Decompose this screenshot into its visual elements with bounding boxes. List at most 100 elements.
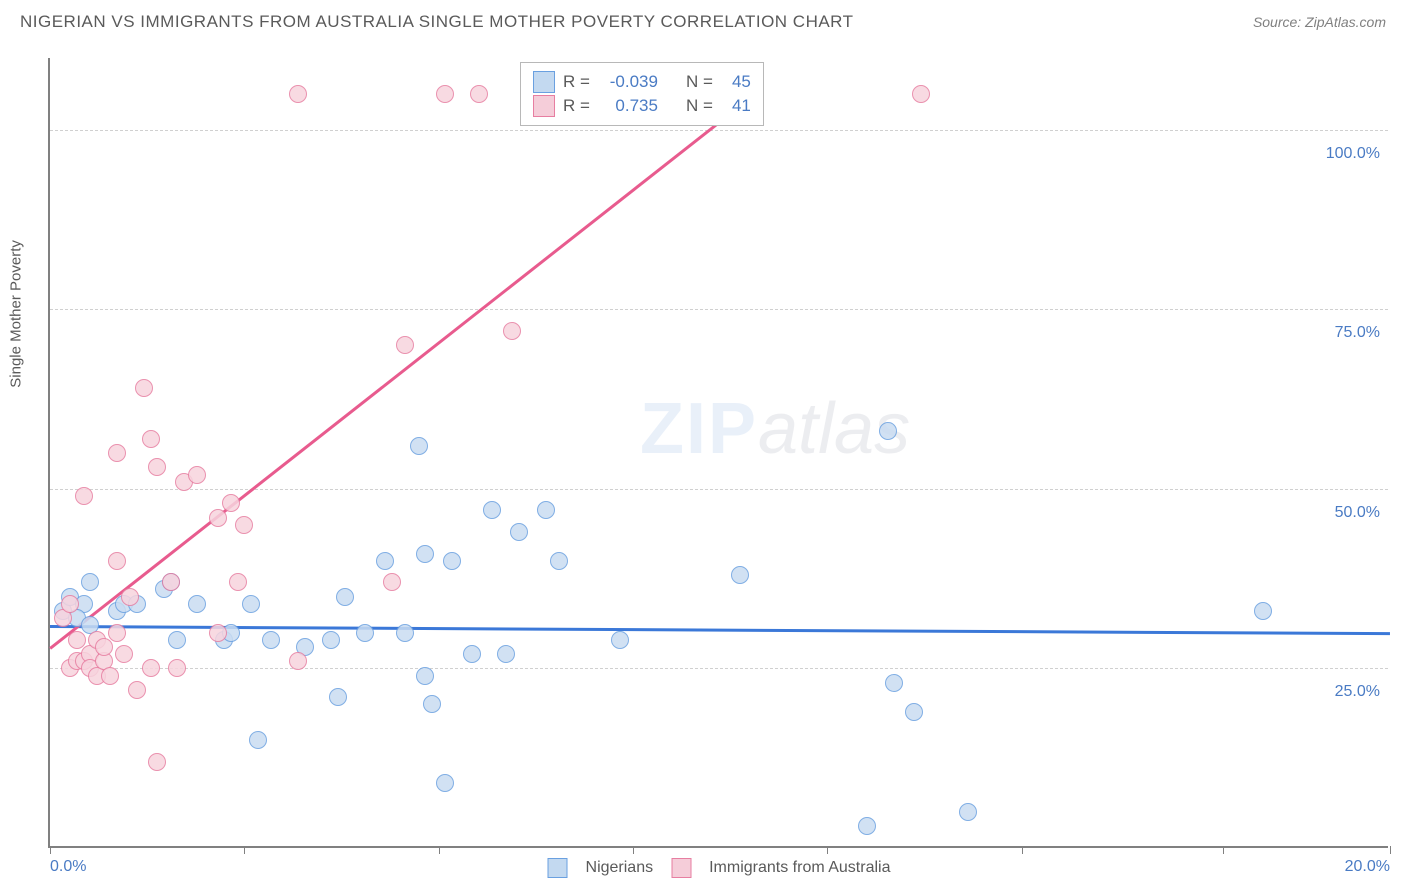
data-point: [483, 501, 501, 519]
legend-row: R = 0.735 N = 41: [533, 95, 751, 117]
chart-container: Single Mother Poverty ZIPatlas 25.0%50.0…: [48, 58, 1388, 848]
legend-n-value: 45: [721, 72, 751, 92]
x-tick: [50, 846, 51, 854]
data-point: [142, 659, 160, 677]
y-tick-label: 100.0%: [1326, 145, 1380, 163]
x-tick: [827, 846, 828, 854]
data-point: [858, 817, 876, 835]
data-point: [383, 573, 401, 591]
data-point: [410, 437, 428, 455]
data-point: [611, 631, 629, 649]
x-tick-label: 20.0%: [1345, 858, 1390, 876]
data-point: [731, 566, 749, 584]
legend-swatch: [548, 858, 568, 878]
x-tick: [633, 846, 634, 854]
data-point: [537, 501, 555, 519]
data-point: [108, 624, 126, 642]
data-point: [209, 509, 227, 527]
data-point: [61, 595, 79, 613]
correlation-legend: R = -0.039 N = 45 R = 0.735 N = 41: [520, 62, 764, 126]
data-point: [329, 688, 347, 706]
data-point: [142, 430, 160, 448]
data-point: [262, 631, 280, 649]
data-point: [959, 803, 977, 821]
x-tick: [244, 846, 245, 854]
legend-n-value: 41: [721, 96, 751, 116]
trend-line: [49, 94, 754, 649]
data-point: [249, 731, 267, 749]
data-point: [879, 422, 897, 440]
data-point: [416, 545, 434, 563]
data-point: [396, 624, 414, 642]
data-point: [188, 466, 206, 484]
gridline: [50, 130, 1388, 131]
data-point: [81, 573, 99, 591]
legend-swatch: [671, 858, 691, 878]
x-tick: [1223, 846, 1224, 854]
data-point: [168, 631, 186, 649]
data-point: [289, 85, 307, 103]
gridline: [50, 309, 1388, 310]
data-point: [497, 645, 515, 663]
legend-swatch: [533, 95, 555, 117]
data-point: [376, 552, 394, 570]
data-point: [470, 85, 488, 103]
data-point: [108, 444, 126, 462]
chart-source: Source: ZipAtlas.com: [1253, 14, 1386, 30]
data-point: [95, 638, 113, 656]
data-point: [148, 458, 166, 476]
data-point: [510, 523, 528, 541]
data-point: [396, 336, 414, 354]
plot-area: ZIPatlas 25.0%50.0%75.0%100.0%0.0%20.0%R…: [48, 58, 1388, 848]
data-point: [108, 552, 126, 570]
data-point: [550, 552, 568, 570]
legend-n-label: N =: [686, 96, 713, 116]
legend-r-value: -0.039: [598, 72, 658, 92]
legend-row: R = -0.039 N = 45: [533, 71, 751, 93]
data-point: [188, 595, 206, 613]
data-point: [75, 487, 93, 505]
data-point: [121, 588, 139, 606]
legend-swatch: [533, 71, 555, 93]
data-point: [289, 652, 307, 670]
data-point: [436, 85, 454, 103]
data-point: [912, 85, 930, 103]
data-point: [416, 667, 434, 685]
watermark: ZIPatlas: [640, 388, 910, 470]
x-tick: [1022, 846, 1023, 854]
data-point: [162, 573, 180, 591]
data-point: [68, 631, 86, 649]
data-point: [242, 595, 260, 613]
data-point: [356, 624, 374, 642]
y-tick-label: 50.0%: [1335, 504, 1380, 522]
legend-n-label: N =: [686, 72, 713, 92]
data-point: [148, 753, 166, 771]
x-tick: [439, 846, 440, 854]
data-point: [336, 588, 354, 606]
chart-title: NIGERIAN VS IMMIGRANTS FROM AUSTRALIA SI…: [20, 12, 854, 32]
data-point: [128, 681, 146, 699]
data-point: [885, 674, 903, 692]
data-point: [423, 695, 441, 713]
data-point: [463, 645, 481, 663]
data-point: [115, 645, 133, 663]
legend-r-value: 0.735: [598, 96, 658, 116]
data-point: [229, 573, 247, 591]
legend-r-label: R =: [563, 96, 590, 116]
data-point: [101, 667, 119, 685]
legend-label: Nigerians: [586, 859, 654, 877]
data-point: [436, 774, 454, 792]
data-point: [905, 703, 923, 721]
data-point: [222, 494, 240, 512]
data-point: [209, 624, 227, 642]
x-tick: [1390, 846, 1391, 854]
legend-r-label: R =: [563, 72, 590, 92]
gridline: [50, 668, 1388, 669]
data-point: [135, 379, 153, 397]
data-point: [1254, 602, 1272, 620]
data-point: [322, 631, 340, 649]
data-point: [503, 322, 521, 340]
y-axis-label: Single Mother Poverty: [8, 240, 25, 388]
series-legend: NigeriansImmigrants from Australia: [548, 858, 891, 878]
y-tick-label: 75.0%: [1335, 324, 1380, 342]
